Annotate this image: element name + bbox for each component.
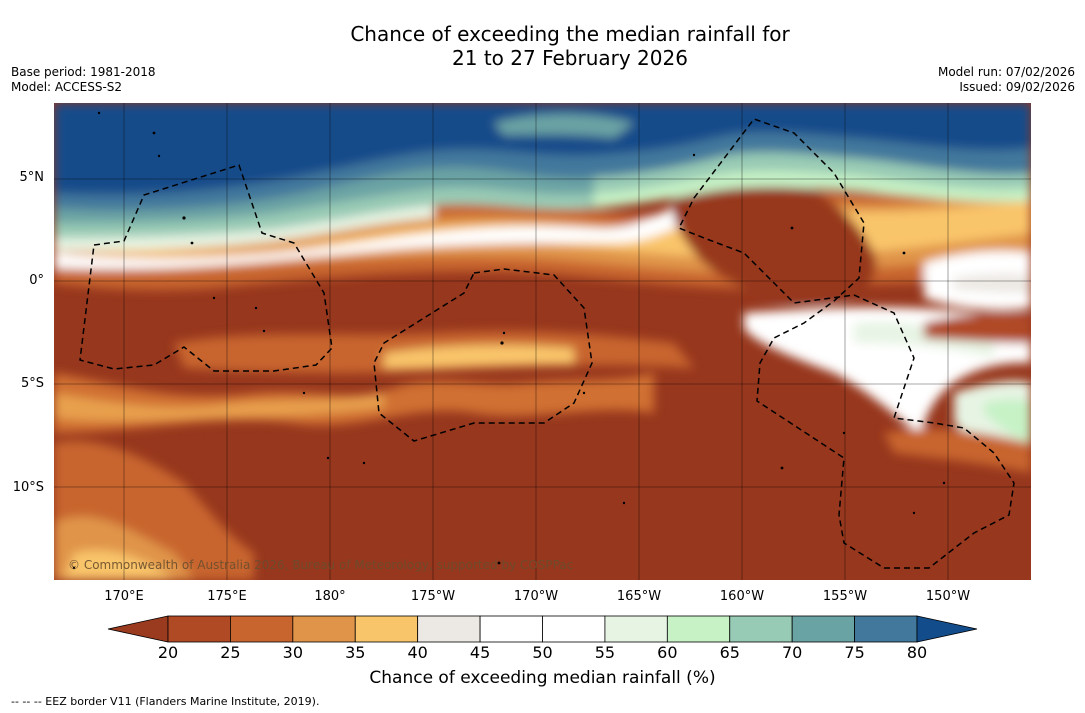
- colorbar-tick-label: 20: [157, 643, 179, 662]
- colorbar-tick-label: 45: [469, 643, 491, 662]
- colorbar-swatch: [417, 615, 481, 643]
- colorbar-label: Chance of exceeding median rainfall (%): [369, 668, 716, 688]
- colorbar-tick-label: 25: [220, 643, 241, 662]
- issued-date: Issued: 09/02/2026: [959, 80, 1075, 94]
- lat-label-5s: 5°S: [20, 376, 44, 391]
- colorbar-tick-label: 70: [781, 643, 803, 662]
- lon-label-150w: 150°W: [925, 589, 971, 604]
- model-run: Model run: 07/02/2026: [937, 65, 1075, 79]
- colorbar-swatch: [729, 615, 793, 643]
- colorbar-tick-label: 30: [282, 643, 303, 662]
- lon-label-175w: 175°W: [410, 589, 456, 604]
- colorbar-tick-label: 65: [719, 643, 740, 662]
- colorbar-swatch: [167, 615, 231, 643]
- colorbar-swatch: [604, 615, 668, 643]
- base-period: Base period: 1981-2018: [11, 65, 156, 79]
- title-line-1: Chance of exceeding the median rainfall …: [350, 22, 790, 46]
- colorbar: [107, 615, 978, 643]
- colorbar-tick-label: 75: [844, 643, 865, 662]
- colorbar-swatch: [542, 615, 606, 643]
- map-title: Chance of exceeding the median rainfall …: [0, 22, 1085, 70]
- lat-label-5n: 5°N: [19, 170, 45, 185]
- colorbar-tick-label: 60: [657, 643, 678, 662]
- colorbar-tick-label: 50: [532, 643, 553, 662]
- colorbar-swatch: [354, 615, 419, 643]
- colorbar-tick-label: 40: [407, 643, 428, 662]
- meta-right: Model run: 07/02/2026 Issued: 09/02/2026: [938, 65, 1075, 95]
- lat-label-0: 0°: [29, 273, 44, 288]
- colorbar-swatch: [854, 615, 918, 643]
- colorbar-swatch: [479, 615, 543, 643]
- lon-label-175e: 175°E: [207, 589, 247, 604]
- colorbar-swatch: [230, 615, 294, 643]
- colorbar-swatch: [791, 615, 855, 643]
- colorbar-extend-high: [916, 615, 978, 643]
- colorbar-swatch: [292, 615, 356, 643]
- colorbar-swatch: [666, 615, 731, 643]
- islands: [72, 111, 946, 570]
- meta-left: Base period: 1981-2018 Model: ACCESS-S2: [11, 65, 156, 95]
- lat-label-10s: 10°S: [12, 480, 44, 495]
- colorbar-tick-label: 55: [594, 643, 616, 662]
- colorbar-tick-label: 35: [345, 643, 366, 662]
- lon-label-170w: 170°W: [513, 589, 559, 604]
- lon-label-160w: 160°W: [719, 589, 765, 604]
- probability-shading: [54, 103, 1031, 580]
- eez-footnote: -- -- -- EEZ border V11 (Flanders Marine…: [11, 695, 320, 708]
- colorbar-tick-label: 80: [906, 643, 928, 662]
- rainfall-map: [54, 103, 1031, 580]
- map-canvas: [54, 103, 1031, 580]
- copyright-text: © Commonwealth of Australia 2026, Bureau…: [68, 558, 574, 572]
- graticule: [54, 103, 1031, 580]
- title-line-2: 21 to 27 February 2026: [452, 46, 688, 70]
- eez-borders: [79, 118, 1015, 569]
- colorbar-extend-low: [107, 615, 169, 643]
- lon-label-180: 180°: [314, 589, 346, 604]
- lon-label-170e: 170°E: [104, 589, 144, 604]
- lon-label-155w: 155°W: [822, 589, 868, 604]
- lon-label-165w: 165°W: [616, 589, 662, 604]
- model-name: Model: ACCESS-S2: [11, 80, 123, 94]
